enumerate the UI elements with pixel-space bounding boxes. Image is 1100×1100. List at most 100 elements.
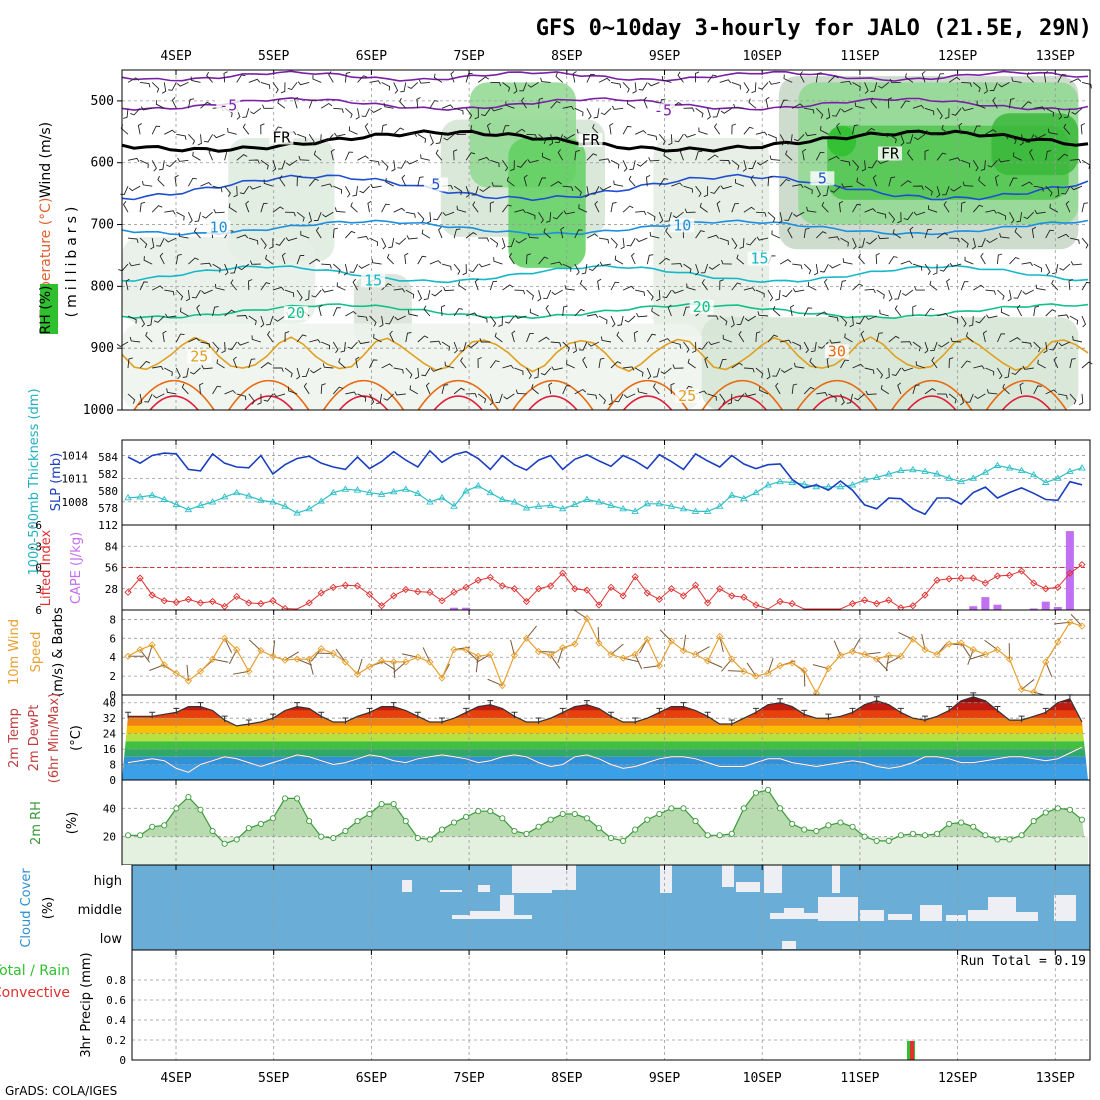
wind-barb bbox=[586, 393, 598, 400]
wind-barb bbox=[236, 74, 246, 83]
wind-barb bbox=[829, 339, 841, 344]
li-marker bbox=[522, 597, 531, 606]
wind-barb bbox=[600, 107, 612, 116]
date-label-top: 7SEP bbox=[453, 49, 484, 64]
thickness-marker bbox=[486, 488, 495, 496]
wind-barb bbox=[188, 337, 200, 343]
rh2m-marker bbox=[511, 827, 518, 835]
wind-barb bbox=[548, 382, 553, 394]
wind-barb bbox=[543, 289, 552, 299]
wind-barb bbox=[308, 258, 321, 265]
precip-tick: 0.4 bbox=[106, 1014, 126, 1027]
wind-barb bbox=[791, 103, 804, 109]
wind-barb bbox=[187, 98, 195, 109]
wind-barb bbox=[313, 212, 322, 221]
li-marker bbox=[752, 601, 760, 609]
wind-barb bbox=[1022, 365, 1034, 370]
thickness-marker bbox=[498, 495, 507, 502]
wind-barb bbox=[648, 157, 660, 162]
wind-barb bbox=[948, 157, 961, 162]
wind-barb bbox=[260, 315, 265, 328]
rh2m-marker bbox=[607, 835, 615, 842]
wind-barb bbox=[212, 341, 220, 353]
wind-barb bbox=[538, 97, 544, 109]
wind-barb bbox=[743, 287, 756, 292]
wind-barb bbox=[803, 227, 810, 239]
rh2m-marker bbox=[861, 833, 868, 840]
thickness-marker bbox=[220, 493, 229, 500]
wind-barb bbox=[921, 70, 926, 83]
wind-barb bbox=[334, 132, 346, 137]
wind-barb bbox=[840, 80, 852, 86]
wind-barb bbox=[885, 367, 890, 380]
wind-barb bbox=[550, 181, 562, 187]
wind-barb bbox=[1045, 185, 1053, 197]
wind-barb bbox=[562, 263, 572, 272]
wind10m-marker bbox=[172, 669, 180, 677]
ylabel-speed: Speed bbox=[29, 632, 44, 673]
wind-barb bbox=[965, 393, 974, 403]
wind10m-marker bbox=[860, 650, 869, 659]
wind10m-barb bbox=[476, 653, 491, 663]
wind-barb bbox=[455, 130, 467, 136]
rh2m-marker bbox=[173, 805, 180, 812]
wind-barb bbox=[986, 237, 998, 244]
wind-barb bbox=[275, 237, 286, 246]
wind10m-marker bbox=[704, 657, 712, 665]
wind-barb bbox=[224, 309, 236, 317]
li-marker bbox=[583, 586, 591, 594]
wind-barb bbox=[540, 77, 551, 83]
wind-barb bbox=[931, 357, 938, 369]
thickness-marker bbox=[969, 474, 978, 481]
wind-barb bbox=[695, 150, 703, 161]
thickness-marker bbox=[583, 495, 591, 502]
wind-barb bbox=[370, 107, 382, 113]
wind-barb bbox=[846, 393, 853, 404]
wind-barb bbox=[1009, 133, 1017, 145]
wind-barb bbox=[272, 286, 285, 291]
rh2m-marker bbox=[318, 833, 325, 840]
wind10m-barb bbox=[876, 658, 889, 671]
wind-barb bbox=[820, 263, 829, 273]
wind-barb bbox=[263, 393, 274, 402]
wind-barb bbox=[943, 201, 950, 213]
wind-barb bbox=[490, 107, 503, 112]
thickness-marker bbox=[848, 481, 857, 488]
wind-barb bbox=[465, 152, 476, 161]
li-marker bbox=[945, 575, 953, 583]
wind-barb bbox=[708, 263, 720, 270]
wind-barb bbox=[541, 152, 551, 161]
rh2m-marker bbox=[1006, 836, 1013, 843]
rh2m-marker bbox=[137, 832, 144, 839]
wind-barb bbox=[755, 331, 761, 343]
wind-barb bbox=[250, 107, 262, 115]
contour-label: FR bbox=[581, 131, 600, 149]
wind-barb bbox=[514, 128, 526, 135]
wind-barb bbox=[924, 388, 936, 395]
chart-title: GFS 0~10day 3-hourly for JALO (21.5E, 29… bbox=[536, 16, 1092, 41]
rh2m-marker bbox=[463, 813, 470, 820]
cloud-block bbox=[988, 897, 1016, 921]
wind-barb bbox=[1033, 341, 1041, 353]
wind-barb bbox=[545, 212, 552, 223]
rh-shade bbox=[701, 317, 1079, 410]
wind-barb bbox=[393, 127, 404, 135]
thickness-marker bbox=[921, 467, 929, 474]
wind-barb bbox=[178, 232, 189, 239]
thickness-marker bbox=[1078, 464, 1086, 471]
contour-label-bg bbox=[578, 132, 603, 147]
wind-barb bbox=[534, 367, 540, 379]
wind-barb bbox=[151, 160, 157, 172]
contour-label-bg bbox=[747, 251, 772, 266]
wind-barb bbox=[127, 237, 139, 244]
wind-barb bbox=[171, 96, 177, 109]
ylabel-wind10m: 10m Wind bbox=[7, 619, 22, 685]
wind-barb bbox=[204, 134, 213, 143]
contour-35 bbox=[907, 395, 957, 411]
wind-barb bbox=[527, 233, 539, 239]
contour-30 bbox=[322, 379, 405, 411]
wind-barb bbox=[155, 100, 165, 109]
wind-barb bbox=[780, 367, 793, 373]
wind-barb bbox=[703, 186, 709, 198]
